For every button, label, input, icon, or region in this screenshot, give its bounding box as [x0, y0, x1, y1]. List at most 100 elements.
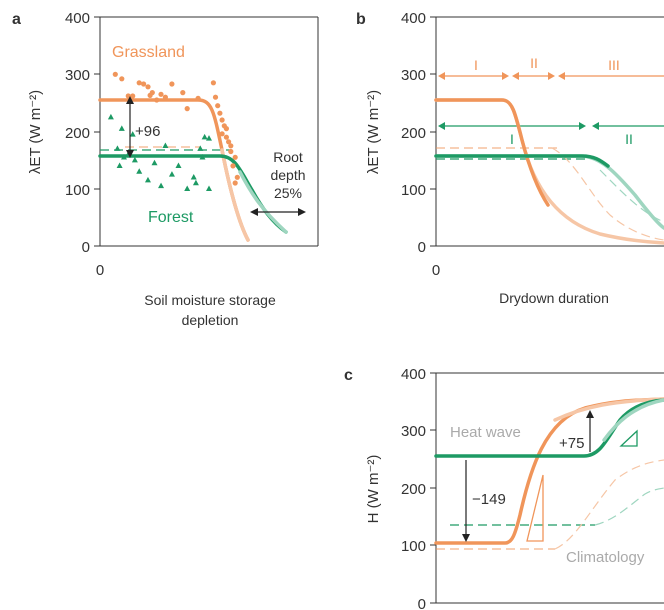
grassland-point [141, 81, 147, 87]
panel-b-forest-curve [434, 154, 610, 168]
forest-point [114, 145, 121, 151]
panel-a: a 400 300 200 100 0 0 λET (W m⁻²) Soil m… [12, 10, 319, 328]
grassland-point [154, 97, 160, 103]
forest-point [118, 125, 125, 131]
forest-point [136, 168, 143, 174]
panel-a-ytick-400: 400 [65, 10, 90, 27]
grassland-point [130, 93, 136, 99]
panel-a-root-label-1: Root [273, 149, 303, 165]
grassland-point [228, 148, 234, 155]
grassland-point [232, 154, 238, 160]
grassland-point [195, 95, 201, 101]
panel-b-grass-dashed-curve [551, 147, 664, 241]
panel-b-y-ticks [430, 16, 436, 247]
grassland-point [184, 106, 190, 112]
forest-point [192, 179, 199, 186]
panel-c-grass-slope-triangle [526, 474, 544, 542]
panel-c-ytick-200: 200 [401, 481, 426, 498]
forest-point [107, 113, 114, 120]
panel-c-up-arrowhead [586, 410, 594, 418]
forest-point [201, 133, 208, 140]
panel-a-delta-arrowhead-down [126, 150, 134, 158]
panel-b-ytick-100: 100 [401, 182, 426, 199]
grassland-point [230, 163, 236, 169]
panel-b-forest-curve-tail [434, 154, 664, 230]
panel-c-grass-curve [434, 397, 664, 545]
forest-point [162, 142, 169, 149]
grassland-point [136, 80, 142, 86]
forest-point [175, 162, 182, 169]
panel-b-grass-curve [434, 98, 550, 207]
grassland-point [232, 180, 238, 186]
grassland-point [162, 94, 168, 100]
grassland-point [112, 71, 118, 77]
panel-a-ytick-200: 200 [65, 125, 90, 142]
panel-b-grass-stage-1: I [474, 57, 478, 73]
grassland-point [149, 90, 155, 96]
panel-b-grass-curve-tail [434, 98, 664, 245]
panel-c-ytick-0: 0 [418, 596, 426, 610]
grassland-point [145, 84, 151, 90]
panel-b-ytick-200: 200 [401, 125, 426, 142]
forest-point [197, 145, 204, 151]
panel-a-ytick-300: 300 [65, 67, 90, 84]
panel-a-forest-label: Forest [148, 209, 194, 226]
panel-a-delta-label: +96 [135, 123, 160, 140]
panel-a-ytick-100: 100 [65, 182, 90, 199]
panel-c-ytick-100: 100 [401, 538, 426, 555]
panel-a-grassland-label: Grassland [112, 44, 185, 61]
panel-b-ytick-400: 400 [401, 10, 426, 27]
panel-a-root-arrowhead-right [298, 208, 306, 216]
panel-a-root-arrowhead-left [250, 208, 258, 216]
panel-c-grass-curve-tail [553, 397, 664, 422]
panel-c-heatwave-label: Heat wave [450, 424, 521, 441]
panel-b-forest-dashed-curve [599, 169, 664, 223]
grassland-point [215, 103, 221, 109]
panel-a-forest-curve-tail [238, 170, 288, 234]
panel-c-forest-slope-triangle [619, 429, 638, 447]
panel-a-ylabel: λET (W m⁻²) [27, 90, 44, 174]
panel-b-ylabel: λET (W m⁻²) [365, 90, 382, 174]
grassland-point [223, 134, 229, 140]
grassland-point [219, 117, 225, 123]
panel-b-ytick-0: 0 [418, 239, 426, 256]
forest-point [184, 185, 191, 191]
grassland-point [217, 110, 223, 116]
panel-c-climatology-label: Climatology [566, 549, 645, 566]
panel-a-grassland-points [112, 71, 240, 186]
grassland-point [212, 94, 219, 100]
panel-c-down-label: −149 [472, 491, 506, 508]
panel-c-letter: c [344, 367, 353, 384]
panel-a-delta-arrowhead-up [126, 96, 134, 104]
forest-point [120, 153, 127, 160]
panel-b: b 400 300 200 100 0 0 λET (W m⁻²) Drydow… [356, 10, 664, 306]
panel-c-ytick-300: 300 [401, 423, 426, 440]
panel-b-grass-stage-3: III [608, 57, 620, 73]
grassland-point [210, 80, 216, 86]
panel-c-forest-curve-tail [602, 398, 664, 442]
panel-c-up-label: +75 [559, 435, 584, 452]
panel-a-y-ticks [94, 16, 100, 247]
forest-point [151, 159, 158, 166]
grassland-point [228, 143, 234, 149]
grassland-point [180, 90, 186, 96]
panel-a-xtick-0: 0 [96, 262, 104, 279]
forest-point [199, 153, 206, 160]
panel-b-xtick-0: 0 [432, 262, 440, 279]
panel-b-letter: b [356, 11, 366, 28]
forest-point [116, 162, 123, 169]
forest-point [129, 131, 136, 137]
panel-c-ylabel: H (W m⁻²) [365, 455, 382, 524]
panel-b-ytick-300: 300 [401, 67, 426, 84]
panel-a-xlabel-line2: depletion [182, 312, 239, 328]
panel-c-grass-dashed-curve [554, 459, 664, 550]
panel-a-ytick-0: 0 [82, 239, 90, 256]
panel-c-y-ticks [430, 372, 436, 604]
panel-b-grass-stage-arrows [438, 72, 664, 80]
panel-a-root-label-2: depth [270, 167, 305, 183]
panel-c-ytick-400: 400 [401, 366, 426, 383]
grassland-point [119, 76, 125, 82]
forest-point [131, 156, 138, 163]
panel-b-grass-stage-2: II [530, 55, 538, 71]
